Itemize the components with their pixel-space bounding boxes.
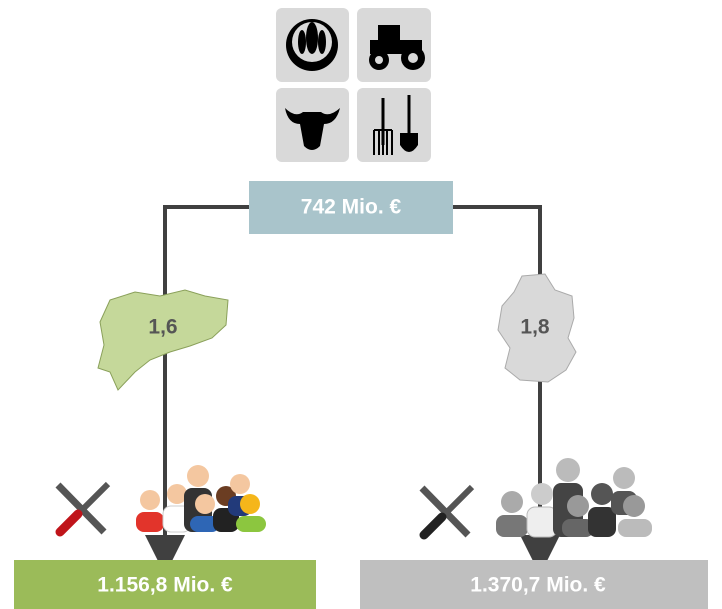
right-factor: 1,8 <box>520 316 550 339</box>
left-workers-icon <box>55 465 266 537</box>
right-result-box <box>360 560 708 609</box>
agriculture-icons <box>276 8 431 162</box>
right-result: 1.370,7 Mio. € <box>470 574 606 597</box>
left-result-box <box>14 560 316 609</box>
top-value: 742 Mio. € <box>301 196 402 219</box>
right-connector <box>453 205 560 575</box>
saxony-map <box>97 289 229 391</box>
left-connector <box>145 205 249 575</box>
top-box <box>249 181 453 234</box>
right-workers-icon <box>419 458 652 540</box>
left-factor: 1,6 <box>148 316 177 339</box>
left-result: 1.156,8 Mio. € <box>97 574 233 597</box>
germany-map <box>497 273 577 383</box>
